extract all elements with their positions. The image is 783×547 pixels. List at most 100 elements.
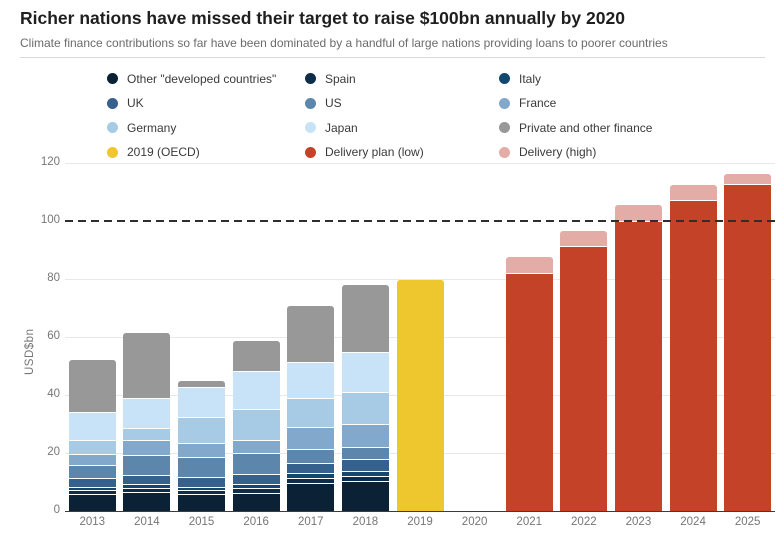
legend-item-italy[interactable]: Italy <box>499 71 652 86</box>
bar-2016[interactable] <box>232 0 280 547</box>
bar-segment-2013-5 <box>68 454 116 466</box>
legend-item-japan[interactable]: Japan <box>305 120 424 135</box>
y-tick-100: 100 <box>40 214 60 226</box>
bar-2014[interactable] <box>123 0 171 547</box>
legend-item-delivery-plan-low[interactable]: Delivery plan (low) <box>305 145 424 160</box>
bar-segment-2016-1 <box>232 488 280 493</box>
bar-segment-2018-3 <box>341 458 389 471</box>
bar-segment-2022-0 <box>560 246 608 511</box>
bar-segment-2013-1 <box>68 490 116 494</box>
bar-segment-2017-7 <box>287 361 335 398</box>
bar-segment-2017-0 <box>287 482 335 511</box>
bar-segment-2015-7 <box>178 387 226 418</box>
gridline-120 <box>65 163 775 164</box>
bar-segment-2015-8 <box>178 381 226 388</box>
y-tick-0: 0 <box>53 504 60 516</box>
legend-swatch-us <box>305 97 316 109</box>
chart-title: Richer nations have missed their target … <box>20 8 625 28</box>
bar-segment-2013-3 <box>68 477 116 487</box>
bar-2022[interactable] <box>560 0 608 547</box>
legend-swatch-italy <box>499 73 510 84</box>
legend-label-delivery-high: Delivery (high) <box>519 145 597 159</box>
bar-segment-2017-1 <box>287 478 335 483</box>
bar-segment-2015-3 <box>178 477 226 487</box>
legend-column-1: Other "developed countries" UK Germany 2019… <box>107 71 276 169</box>
bar-2018[interactable] <box>341 0 389 547</box>
bar-2023[interactable] <box>614 0 662 547</box>
x-tick-2019: 2019 <box>407 516 433 528</box>
bar-segment-2016-4 <box>232 452 280 475</box>
legend-label-spain: Spain <box>325 71 356 86</box>
x-tick-2022: 2022 <box>571 516 597 528</box>
bar-segment-2014-7 <box>123 397 171 428</box>
y-tick-60: 60 <box>47 330 60 342</box>
bar-segment-2017-6 <box>287 397 335 427</box>
x-tick-2024: 2024 <box>680 516 706 528</box>
bar-segment-2015-5 <box>178 443 226 458</box>
bar-2025[interactable] <box>724 0 772 547</box>
legend-swatch-delivery-high <box>499 146 510 158</box>
legend-column-3: Italy France Private and other finance Deli… <box>499 71 652 169</box>
bar-segment-2014-3 <box>123 475 171 484</box>
legend-column-2: Spain US Japan Delivery plan (low) <box>305 71 424 169</box>
bar-2019[interactable] <box>396 0 444 547</box>
bar-segment-2016-2 <box>232 484 280 489</box>
bar-segment-2017-4 <box>287 449 335 463</box>
legend-item-delivery-high[interactable]: Delivery (high) <box>499 145 652 160</box>
bar-segment-2013-4 <box>68 465 116 478</box>
bar-segment-2018-2 <box>341 470 389 476</box>
legend-swatch-private-and-other-finance <box>499 122 510 133</box>
bar-segment-2014-6 <box>123 427 171 440</box>
bar-segment-2023-0 <box>614 220 662 511</box>
gridline-80 <box>65 279 775 280</box>
bar-segment-2018-5 <box>341 423 389 447</box>
bar-segment-2014-1 <box>123 488 171 492</box>
x-tick-2025: 2025 <box>734 516 761 528</box>
legend-item-spain[interactable]: Spain <box>305 71 424 86</box>
bar-2013[interactable] <box>68 0 116 547</box>
bar-segment-2015-1 <box>178 490 226 494</box>
legend-label-2019-oecd: 2019 (OECD) <box>127 145 200 159</box>
legend-label-italy: Italy <box>519 71 542 86</box>
legend-item-2019-oecd[interactable]: 2019 (OECD) <box>107 145 276 160</box>
bar-segment-2021-0 <box>505 272 553 511</box>
legend-swatch-spain <box>305 73 316 84</box>
legend-item-uk[interactable]: UK <box>107 96 276 111</box>
chart-subtitle: Climate finance contributions so far hav… <box>20 36 668 50</box>
legend-swatch-france <box>499 97 510 109</box>
bar-2024[interactable] <box>669 0 717 547</box>
legend-item-france[interactable]: France <box>499 96 652 111</box>
bar-segment-2018-6 <box>341 392 389 424</box>
x-tick-2023: 2023 <box>625 516 652 528</box>
legend-item-private-and-other-finance[interactable]: Private and other finance <box>499 120 652 135</box>
bar-segment-2018-1 <box>341 475 389 482</box>
bar-segment-2024-0 <box>669 200 717 511</box>
bar-segment-2016-0 <box>232 492 280 511</box>
bar-segment-2013-0 <box>68 493 116 511</box>
legend-label-france: France <box>519 96 557 110</box>
bar-2015[interactable] <box>178 0 226 547</box>
bar-segment-2021-1 <box>505 256 553 273</box>
bar-segment-2025-0 <box>724 183 772 511</box>
legend-label-japan: Japan <box>325 120 358 135</box>
legend-swatch-delivery-plan-low <box>305 146 316 158</box>
bar-segment-2015-6 <box>178 417 226 444</box>
bar-segment-2015-0 <box>178 493 226 511</box>
y-tick-80: 80 <box>47 272 60 284</box>
legend-item-germany[interactable]: Germany <box>107 120 276 135</box>
bar-segment-2023-1 <box>614 205 662 221</box>
legend-item-us[interactable]: US <box>305 96 424 111</box>
bar-segment-2019-0 <box>396 280 444 511</box>
bar-2021[interactable] <box>505 0 553 547</box>
bar-segment-2014-0 <box>123 491 171 511</box>
legend-swatch-uk <box>107 97 118 109</box>
bar-segment-2013-7 <box>68 411 116 440</box>
bar-2017[interactable] <box>287 0 335 547</box>
bar-segment-2017-2 <box>287 473 335 479</box>
bar-segment-2016-7 <box>232 370 280 410</box>
bar-segment-2018-4 <box>341 446 389 459</box>
y-tick-40: 40 <box>47 388 60 400</box>
bar-segment-2016-5 <box>232 440 280 453</box>
legend-item-other-developed-countries[interactable]: Other "developed countries" <box>107 71 276 86</box>
